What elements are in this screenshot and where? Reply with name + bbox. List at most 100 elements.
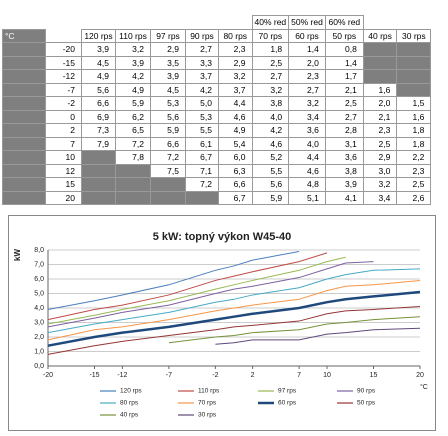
value-cell: 2,7 xyxy=(288,82,326,97)
value-cell: 3,2 xyxy=(251,82,290,97)
value-cell: 5,4 xyxy=(218,136,253,151)
y-tick-label: 8,0 xyxy=(34,247,44,254)
legend-label: 70 rps xyxy=(198,400,217,407)
empty-cell xyxy=(185,190,219,205)
table-row: -12 4,9 4,2 3,9 3,7 3,2 2,7 2,3 1,7 xyxy=(2,69,432,84)
blank xyxy=(186,16,219,30)
value-cell: 4,9 xyxy=(81,69,116,84)
value-cell: 3,8 xyxy=(324,163,364,178)
value-cell: 6,7 xyxy=(185,150,219,165)
temp-label: 7 xyxy=(45,136,82,151)
column-header: 90 rps xyxy=(185,28,219,43)
value-cell: 4,0 xyxy=(288,136,326,151)
blank xyxy=(82,16,116,30)
temp-label: 12 xyxy=(45,163,82,178)
value-cell: 3,1 xyxy=(324,136,364,151)
table-row: 7 7,9 7,2 6,6 6,1 5,4 4,6 4,0 3,1 2,5 1,8 xyxy=(2,136,432,151)
empty-cell xyxy=(396,55,432,70)
temp-label: -15 xyxy=(45,55,82,70)
value-cell: 6,6 xyxy=(150,136,186,151)
value-cell: 2,1 xyxy=(324,82,364,97)
y-tick-label: 0,0 xyxy=(34,363,44,370)
value-cell: 3,9 xyxy=(150,69,186,84)
empty-cell xyxy=(81,150,116,165)
y-tick-label: 3,0 xyxy=(34,319,44,326)
column-note: 50% red xyxy=(288,15,326,30)
temp-label: 0 xyxy=(45,109,82,124)
row-side xyxy=(2,69,46,84)
y-tick-label: 6,0 xyxy=(34,276,44,283)
value-cell: 2,9 xyxy=(218,55,253,70)
value-cell: 2,9 xyxy=(150,42,186,57)
value-cell: 3,2 xyxy=(115,42,151,57)
table-row: 10 7,8 7,2 6,7 6,0 5,2 4,4 3,6 2,9 2,2 xyxy=(2,150,432,165)
table-row: -7 5,6 4,9 4,5 4,2 3,7 3,2 2,7 2,1 1,6 xyxy=(2,82,432,97)
value-cell: 2,7 xyxy=(185,42,219,57)
value-cell: 3,2 xyxy=(362,177,398,192)
table-row: °C 120 rps 110 rps 97 rps 90 rps 80 rps 70 rps… xyxy=(2,28,432,43)
value-cell: 5,2 xyxy=(251,150,290,165)
x-tick-label: -20 xyxy=(43,372,53,379)
value-cell: 6,3 xyxy=(218,163,253,178)
value-cell: 2,5 xyxy=(396,177,432,192)
y-tick-label: 5,0 xyxy=(34,290,44,297)
column-header: 97 rps xyxy=(150,28,186,43)
value-cell: 1,4 xyxy=(324,55,364,70)
series-line xyxy=(168,316,421,344)
value-cell: 1,4 xyxy=(288,42,326,57)
empty-cell xyxy=(81,163,116,178)
blank xyxy=(116,16,151,30)
value-cell: 3,6 xyxy=(324,150,364,165)
temp-label: -12 xyxy=(45,69,82,84)
value-cell: 6,9 xyxy=(81,109,116,124)
legend-label: 90 rps xyxy=(357,388,376,395)
column-header: 30 rps xyxy=(396,28,432,43)
empty-cell xyxy=(115,190,151,205)
value-cell: 7,2 xyxy=(150,150,186,165)
value-cell: 3,6 xyxy=(288,123,326,138)
legend-label: 40 rps xyxy=(120,412,139,419)
value-cell: 1,8 xyxy=(396,136,432,151)
empty-cell xyxy=(150,190,186,205)
legend-label: 60 rps xyxy=(278,400,297,407)
value-cell: 6,5 xyxy=(115,123,151,138)
column-header: 60 rps xyxy=(288,28,326,43)
empty-cell xyxy=(115,177,151,192)
value-cell: 4,4 xyxy=(288,150,326,165)
row-side xyxy=(2,190,46,205)
value-cell: 3,4 xyxy=(362,190,398,205)
value-cell: 4,2 xyxy=(251,123,290,138)
value-cell: 7,5 xyxy=(150,163,186,178)
value-cell: 5,9 xyxy=(115,96,151,111)
value-cell: 2,3 xyxy=(396,163,432,178)
table-row: 20 6,7 5,9 5,1 4,1 3,4 2,6 xyxy=(2,190,432,205)
value-cell: 2,3 xyxy=(288,69,326,84)
value-cell: 5,5 xyxy=(251,163,290,178)
x-tick-label: 10 xyxy=(323,372,331,379)
legend-label: 110 rps xyxy=(198,388,220,395)
value-cell: 7,2 xyxy=(115,136,151,151)
row-side xyxy=(2,163,46,178)
legend-label: 50 rps xyxy=(357,400,376,407)
value-cell: 4,8 xyxy=(288,177,326,192)
value-cell: 2,9 xyxy=(362,150,398,165)
value-cell: 6,1 xyxy=(185,136,219,151)
value-cell: 3,4 xyxy=(288,109,326,124)
value-cell: 4,4 xyxy=(218,96,253,111)
x-tick-label: -15 xyxy=(89,372,99,379)
temp-label: 2 xyxy=(45,123,82,138)
chart-frame xyxy=(8,215,436,431)
table-row: -20 3,9 3,2 2,9 2,7 2,3 1,8 1,4 0,8 xyxy=(2,42,432,57)
blank xyxy=(219,16,253,30)
series-line xyxy=(47,250,300,310)
value-cell: 1,5 xyxy=(396,96,432,111)
value-cell: 3,0 xyxy=(362,163,398,178)
table-row: 12 7,5 7,1 6,3 5,5 4,6 3,8 3,0 2,3 xyxy=(2,163,432,178)
column-header: 40 rps xyxy=(362,28,398,43)
blank xyxy=(363,16,397,30)
row-side xyxy=(2,42,46,57)
value-cell: 2,3 xyxy=(362,123,398,138)
temp-label: 15 xyxy=(45,177,82,192)
column-header: 50 rps xyxy=(324,28,364,43)
